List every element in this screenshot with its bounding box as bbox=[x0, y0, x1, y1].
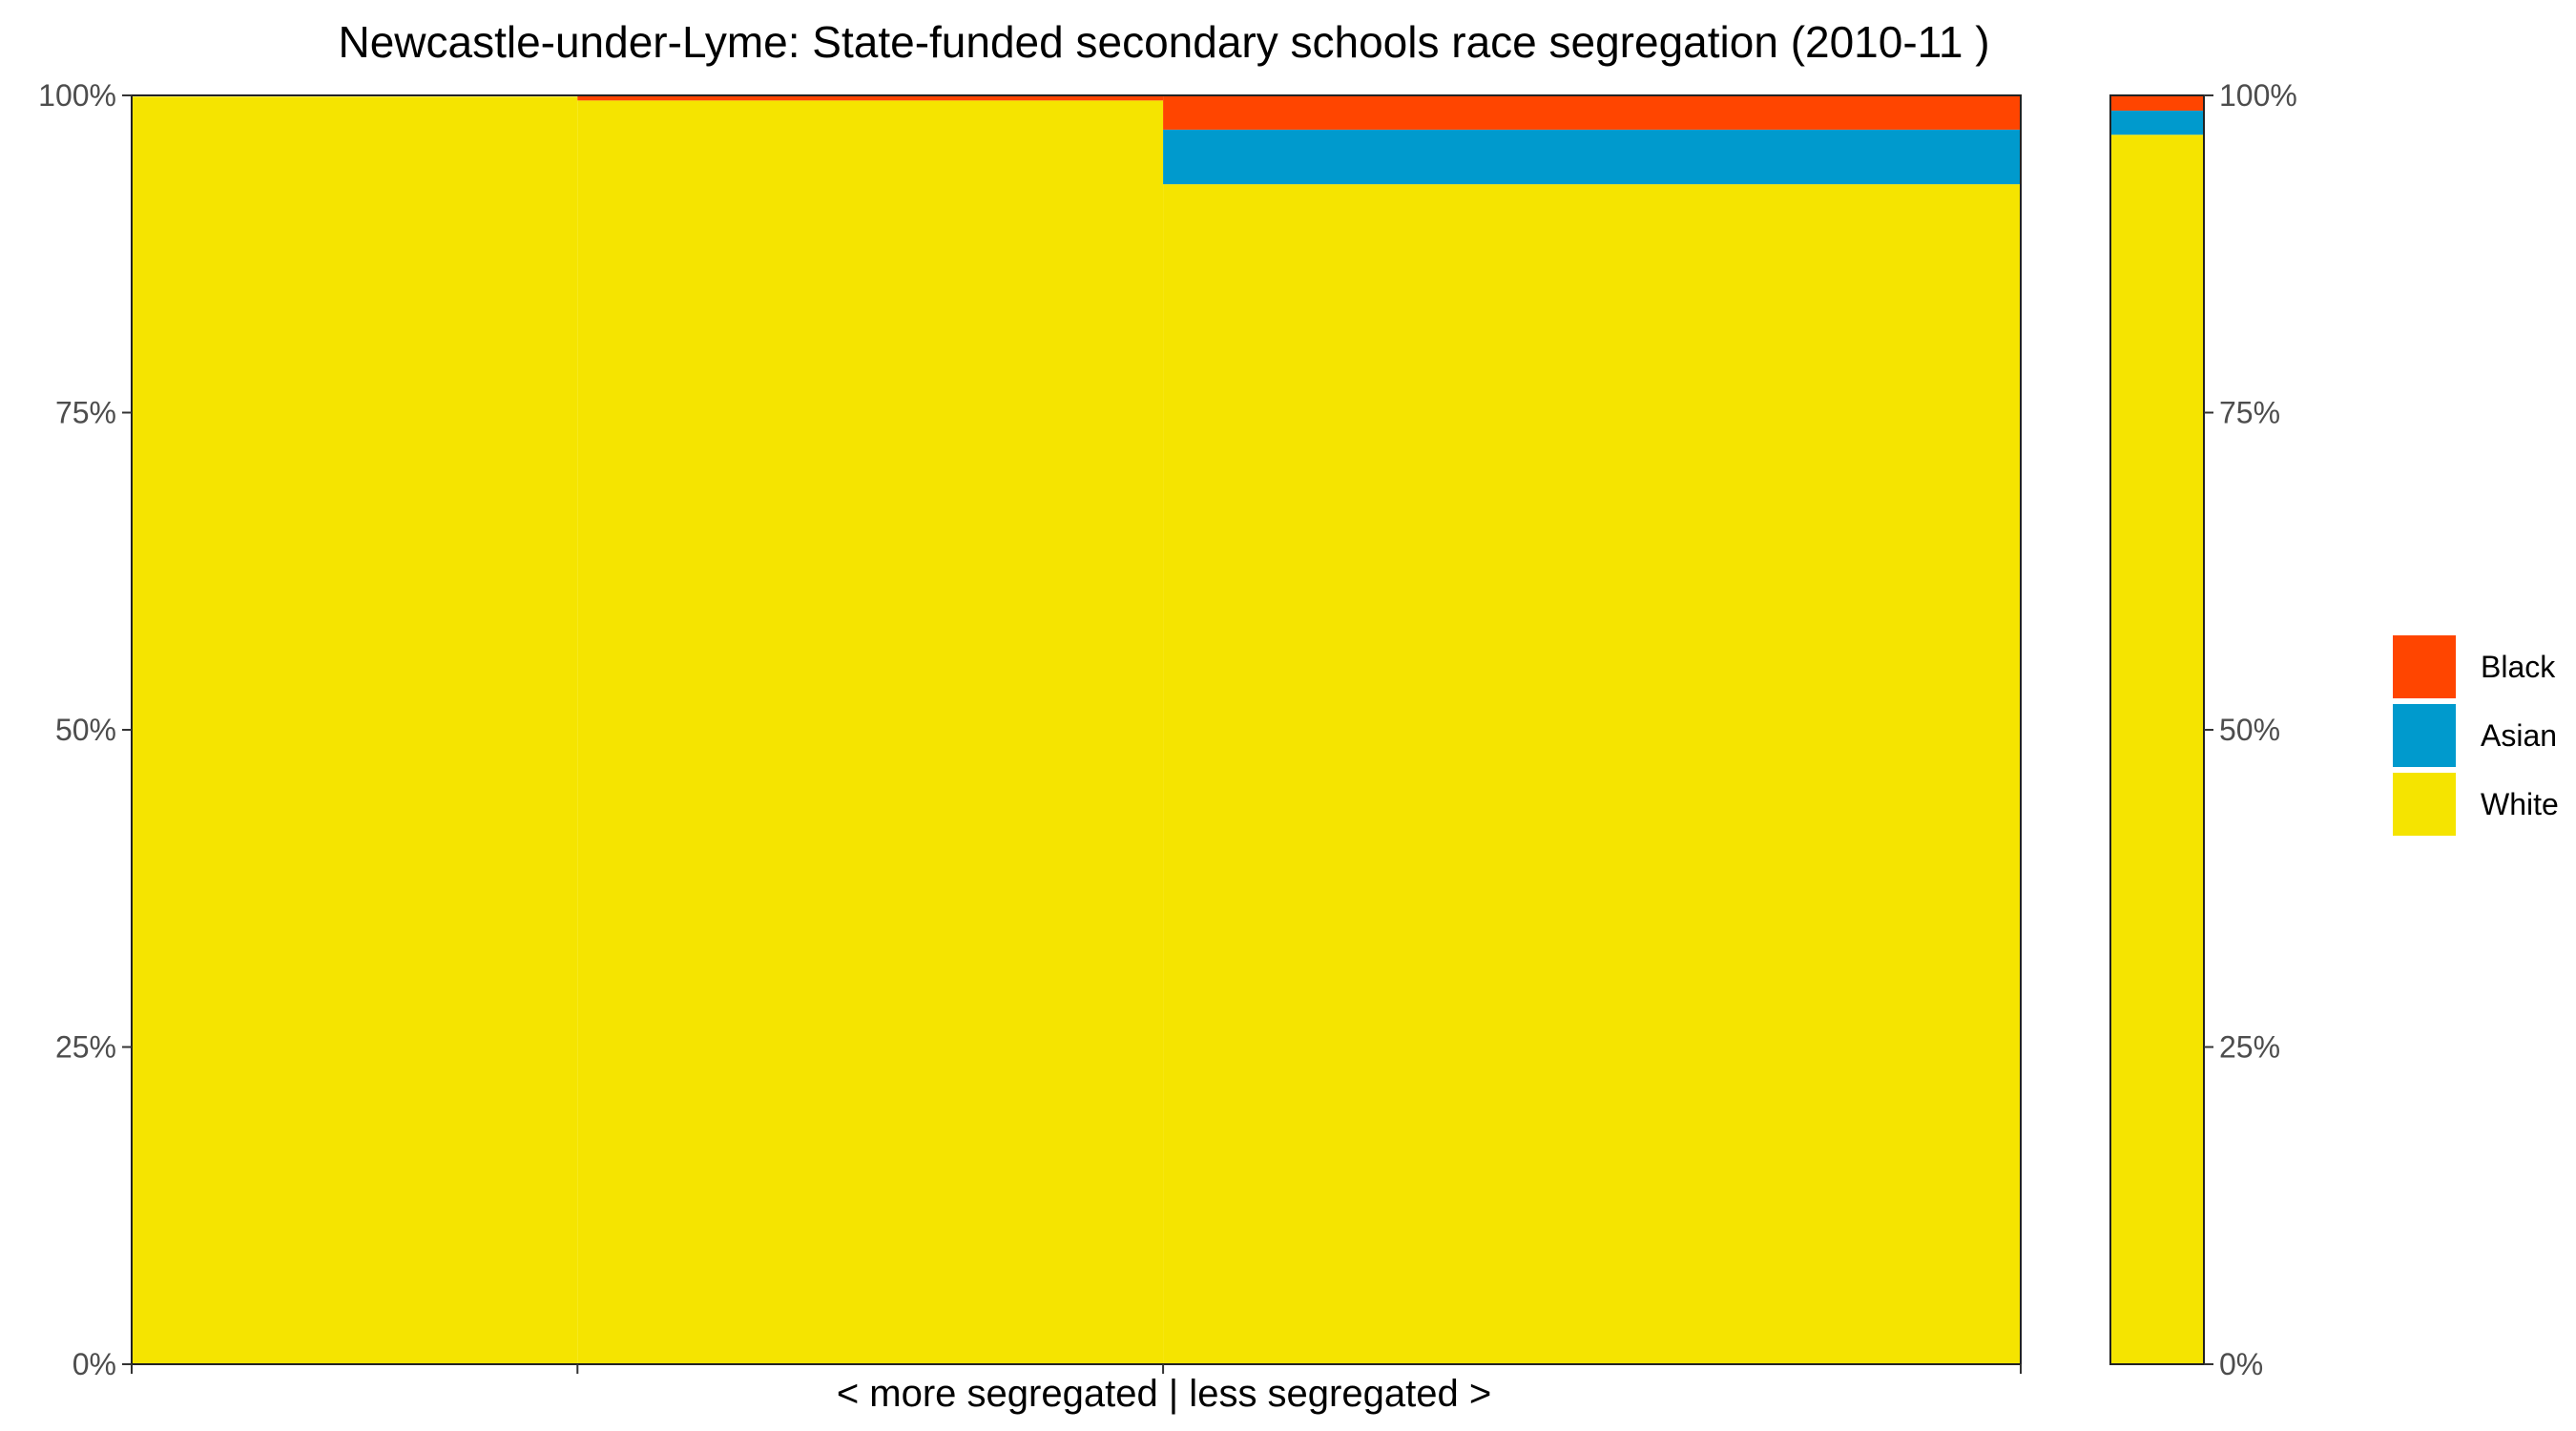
chart-title: Newcastle-under-Lyme: State-funded secon… bbox=[338, 17, 1989, 67]
bar-segment-3-asian bbox=[1163, 129, 2021, 185]
legend-key-asian bbox=[2393, 704, 2456, 767]
x-axis-label: < more segregated | less segregated > bbox=[837, 1373, 1491, 1415]
y-tick-label-left: 25% bbox=[55, 1030, 116, 1065]
y-tick-label-left: 0% bbox=[73, 1347, 116, 1381]
axes: 0% 0% 25% 25% 50% 50% 75% 75% 100% 100% bbox=[38, 78, 2297, 1381]
y-tick-label-left: 50% bbox=[55, 713, 116, 747]
legend-label-black: Black bbox=[2481, 650, 2556, 684]
y-tick-label-right: 0% bbox=[2219, 1347, 2263, 1381]
legend: Black Asian White bbox=[2393, 635, 2559, 836]
y-tick-label-right: 100% bbox=[2219, 78, 2297, 113]
bar-segment-1-white bbox=[132, 96, 578, 1365]
summary-bar-black bbox=[2110, 95, 2204, 111]
summary-bar-asian bbox=[2110, 110, 2204, 135]
bar-segment-2-black bbox=[577, 95, 1164, 101]
bar-segment-3-white bbox=[1163, 184, 2021, 1365]
y-tick-label-left: 75% bbox=[55, 396, 116, 430]
y-tick-label-right: 75% bbox=[2219, 396, 2280, 430]
y-tick-label-left: 100% bbox=[38, 78, 116, 113]
legend-label-asian: Asian bbox=[2481, 718, 2557, 753]
summary-bar-white bbox=[2110, 135, 2204, 1365]
plot-area bbox=[132, 95, 2204, 1365]
bar-segment-3-black bbox=[1163, 95, 2021, 130]
y-tick-label-right: 25% bbox=[2219, 1030, 2280, 1065]
legend-key-black bbox=[2393, 635, 2456, 698]
bar-segment-2-white bbox=[577, 100, 1164, 1365]
y-tick-label-right: 50% bbox=[2219, 713, 2280, 747]
legend-key-white bbox=[2393, 773, 2456, 836]
legend-label-white: White bbox=[2481, 787, 2559, 821]
